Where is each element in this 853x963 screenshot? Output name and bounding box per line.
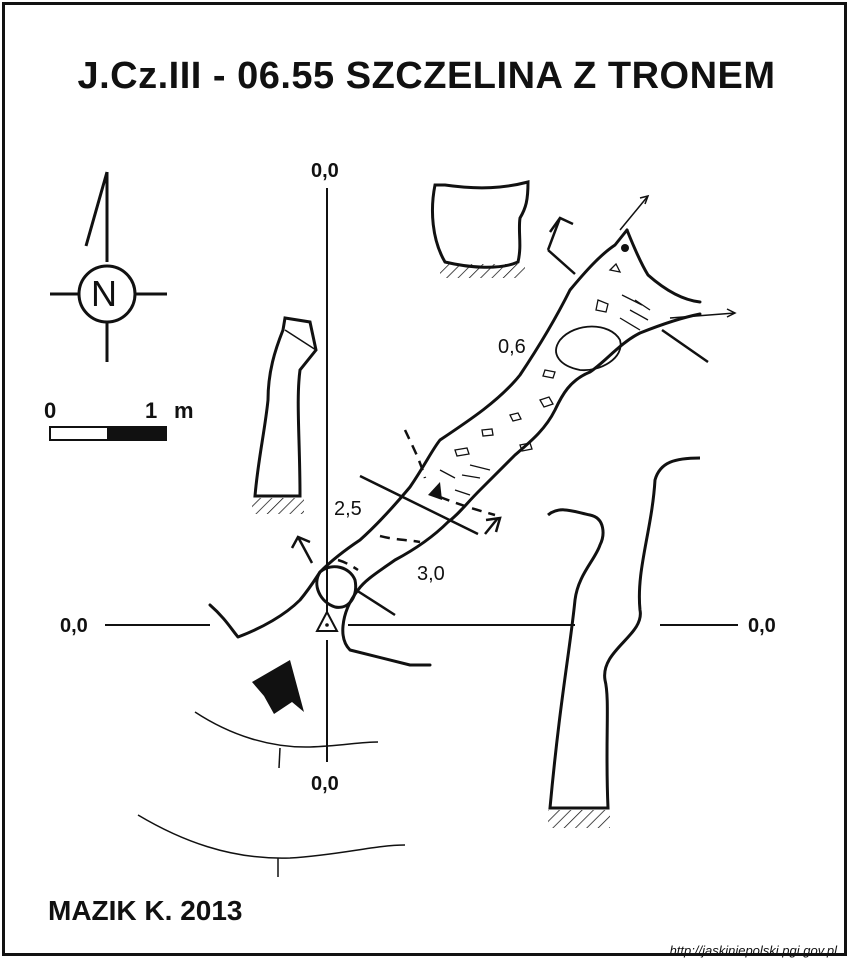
point-marker — [621, 244, 629, 252]
scale-unit-label: m — [174, 398, 194, 423]
coord-left: 0,0 — [60, 615, 88, 637]
cross-section-top — [430, 180, 530, 278]
coord-bottom: 0,0 — [311, 773, 339, 795]
depth-lower: 3,0 — [417, 563, 445, 585]
cross-section-right — [547, 456, 701, 828]
source-url[interactable]: http://jaskiniepolski.pgi.gov.pl — [669, 943, 837, 958]
north-arrow-icon — [50, 171, 167, 362]
survey-cross — [105, 188, 738, 762]
author-credit: MAZIK K. 2013 — [48, 895, 243, 926]
passage-detail — [439, 262, 651, 496]
cross-section-left — [252, 316, 318, 514]
coord-top: 0,0 — [311, 160, 339, 182]
cave-passage — [208, 228, 702, 667]
scale-start-label: 0 — [44, 398, 57, 423]
depth-upper: 0,6 — [498, 336, 526, 358]
continuation-arrows — [619, 194, 737, 319]
passage-dashes — [337, 429, 496, 572]
triangle-dot-icon — [315, 609, 339, 632]
terrain-contours — [137, 711, 406, 877]
depth-middle: 2,5 — [334, 498, 362, 520]
map-title: J.Cz.III - 06.55 SZCZELINA Z TRONEM — [77, 55, 776, 97]
entrance-arrow-icon — [252, 660, 304, 714]
slope-arrow-icon — [428, 482, 442, 500]
scale-end-label: 1 — [145, 398, 158, 423]
scale-bar — [49, 426, 167, 441]
north-label: N — [91, 273, 117, 314]
coord-right: 0,0 — [748, 615, 776, 637]
section-lines — [290, 216, 709, 617]
